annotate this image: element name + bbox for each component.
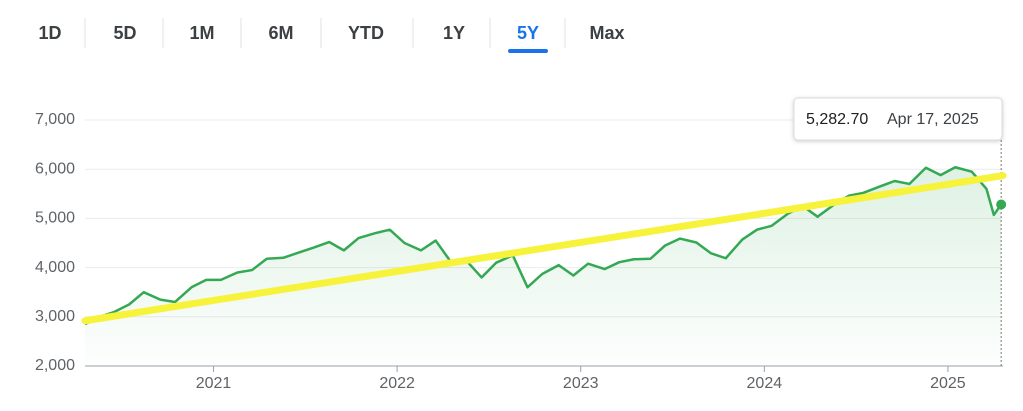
trend-line: [81, 172, 1007, 325]
y-tick-label: 7,000: [35, 111, 75, 128]
y-tick-label: 5,000: [35, 210, 75, 227]
x-tick-label: 2024: [747, 375, 783, 392]
y-tick-label: 6,000: [35, 160, 75, 177]
tab[interactable]: 5Y: [517, 23, 539, 43]
y-tick-label: 3,000: [35, 308, 75, 325]
y-tick-label: 2,000: [35, 357, 75, 374]
x-tick-label: 2021: [196, 375, 232, 392]
tab[interactable]: 1D: [38, 23, 61, 43]
area-fill: [85, 167, 1002, 366]
tab[interactable]: 1Y: [443, 23, 465, 43]
y-tick-label: 4,000: [35, 259, 75, 276]
tab-underline: [508, 49, 548, 53]
x-tick-label: 2025: [930, 375, 966, 392]
x-tick-label: 2023: [563, 375, 599, 392]
tab[interactable]: Max: [589, 23, 624, 43]
price-line: [84, 165, 1003, 326]
hover-dot: [996, 199, 1007, 210]
x-tick-label: 2022: [379, 375, 415, 392]
tab[interactable]: YTD: [348, 23, 384, 43]
tab[interactable]: 6M: [268, 23, 293, 43]
tooltip-box: [793, 97, 1003, 141]
tab[interactable]: 5D: [113, 23, 136, 43]
tooltip-value: 5,282.70: [806, 111, 868, 128]
tab[interactable]: 1M: [189, 23, 214, 43]
tooltip-date: Apr 17, 2025: [887, 111, 979, 128]
